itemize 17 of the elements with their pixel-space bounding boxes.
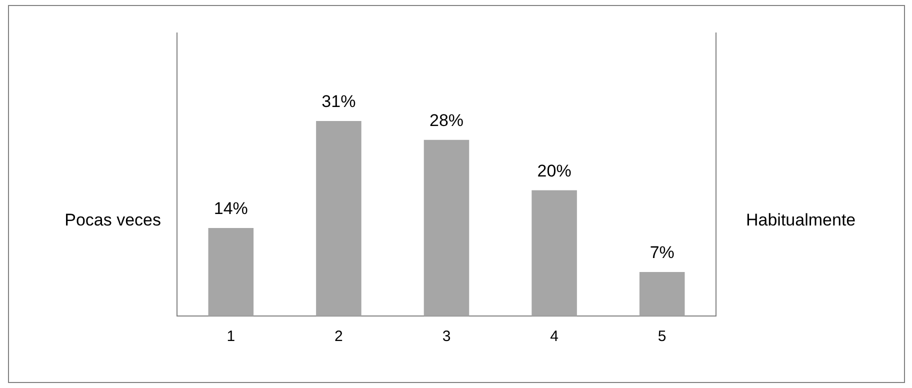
x-tick-label: 1 [226, 328, 236, 346]
y-axis-title: Pocas veces [64, 210, 161, 230]
data-label: 7% [650, 243, 674, 262]
data-label: 31% [322, 92, 356, 112]
x-tick-label: 2 [334, 328, 343, 346]
bar [316, 121, 362, 316]
bar [208, 228, 254, 316]
bar [532, 190, 577, 316]
data-label: 28% [429, 111, 464, 130]
bar [639, 272, 685, 316]
x-tick-label: 4 [550, 328, 558, 346]
y2-axis-title: Habitualmente [746, 210, 856, 230]
x-tick-label: 5 [658, 328, 666, 346]
data-label: 20% [537, 161, 572, 180]
x-tick-label: 3 [442, 328, 451, 346]
bar [424, 140, 470, 316]
data-label: 14% [214, 199, 248, 218]
